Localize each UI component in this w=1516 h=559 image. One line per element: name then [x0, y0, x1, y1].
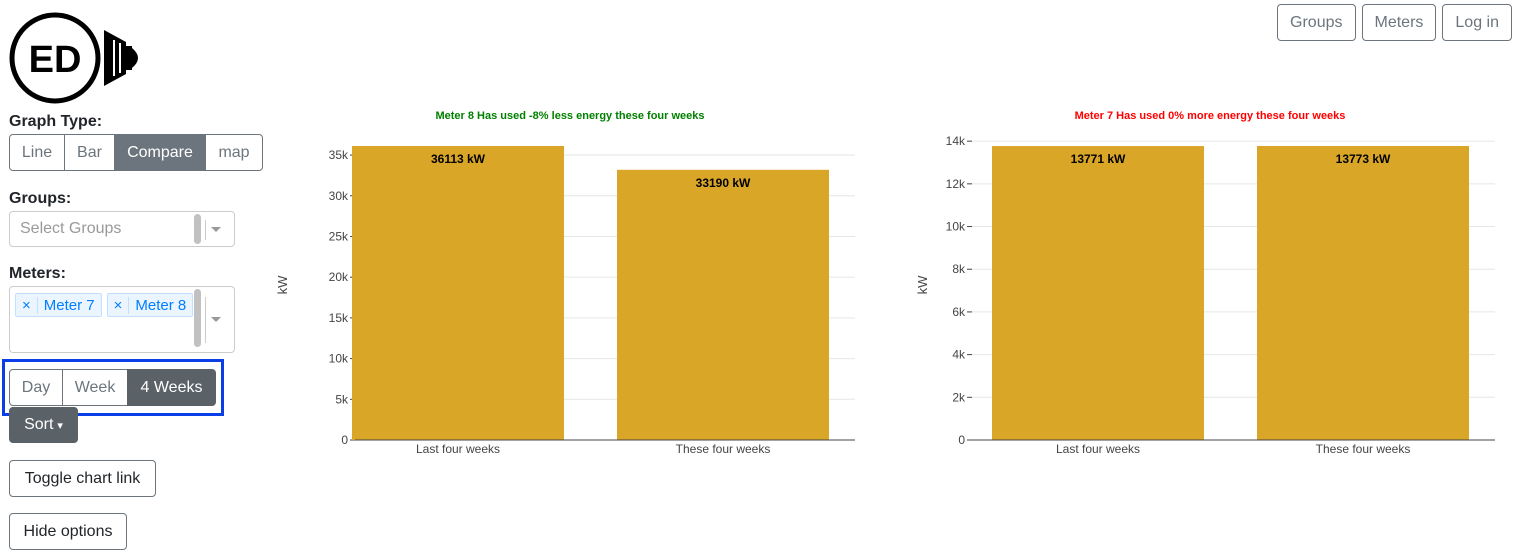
- toggle-chart-link-button[interactable]: Toggle chart link: [9, 460, 156, 497]
- sort-button[interactable]: Sort ▾: [9, 407, 78, 443]
- logo: ED: [8, 12, 148, 106]
- y-tick-label: 4k: [952, 348, 966, 362]
- caret-down-icon: ▾: [57, 419, 63, 432]
- data-label: 33190 kW: [696, 176, 751, 190]
- chart-title: Meter 7 Has used 0% more energy these fo…: [1075, 110, 1346, 122]
- graph-type-compare-button[interactable]: Compare: [114, 134, 206, 171]
- x-tick-label: These four weeks: [1316, 442, 1411, 456]
- chart-title: Meter 8 Has used -8% less energy these f…: [435, 110, 704, 122]
- graph-type-map-button[interactable]: map: [205, 134, 263, 171]
- timespan-day-button[interactable]: Day: [9, 369, 63, 406]
- y-axis-label: kW: [915, 275, 930, 295]
- compare-chart-meter-8: Meter 8 Has used -8% less energy these f…: [275, 110, 855, 456]
- meters-scrollbar[interactable]: [194, 289, 201, 347]
- y-tick-label: 10k: [946, 220, 966, 234]
- graph-type-label: Graph Type:: [9, 113, 103, 130]
- meters-label: Meters:: [9, 265, 66, 282]
- y-tick-label: 2k: [952, 390, 966, 404]
- meters-select[interactable]: × Meter 7 × Meter 8: [9, 286, 235, 353]
- top-nav: Groups Meters Log in: [1277, 4, 1512, 41]
- data-label: 36113 kW: [431, 152, 486, 166]
- y-tick-label: 12k: [946, 177, 966, 191]
- groups-select[interactable]: Select Groups: [9, 211, 235, 247]
- data-label: 13771 kW: [1071, 152, 1126, 166]
- graph-type-bar-button[interactable]: Bar: [64, 134, 115, 171]
- meter-chip-label: Meter 7: [43, 296, 95, 314]
- compare-chart-meter-7: Meter 7 Has used 0% more energy these fo…: [915, 110, 1495, 456]
- meter-chip-label: Meter 8: [135, 296, 187, 314]
- timespan-group: Day Week 4 Weeks: [9, 369, 216, 406]
- remove-icon[interactable]: ×: [16, 296, 38, 314]
- x-tick-label: These four weeks: [676, 442, 771, 456]
- timespan-highlight: [2, 359, 224, 416]
- y-tick-label: 8k: [952, 262, 966, 276]
- y-tick-label: 30k: [329, 189, 349, 203]
- y-tick-label: 10k: [329, 352, 349, 366]
- graph-type-group: Line Bar Compare map: [9, 134, 263, 171]
- timespan-week-button[interactable]: Week: [62, 369, 128, 406]
- graph-type-line-button[interactable]: Line: [9, 134, 65, 171]
- chevron-down-icon[interactable]: [211, 317, 221, 322]
- groups-placeholder: Select Groups: [20, 220, 122, 237]
- y-tick-label: 0: [958, 433, 965, 447]
- y-tick-label: 25k: [329, 229, 349, 243]
- chevron-down-icon[interactable]: [211, 227, 221, 232]
- bar: [617, 169, 829, 440]
- groups-nav-button[interactable]: Groups: [1277, 4, 1356, 41]
- meters-separator: [205, 297, 206, 343]
- y-tick-label: 5k: [335, 392, 349, 406]
- y-tick-label: 20k: [329, 270, 349, 284]
- sort-label: Sort: [24, 416, 54, 433]
- remove-icon[interactable]: ×: [108, 296, 130, 314]
- data-label: 13773 kW: [1336, 152, 1391, 166]
- y-axis-label: kW: [275, 275, 290, 295]
- bar: [1257, 146, 1469, 440]
- y-tick-label: 0: [341, 433, 348, 447]
- bar: [352, 146, 564, 440]
- meter-chip-8: × Meter 8: [106, 293, 194, 317]
- login-button[interactable]: Log in: [1442, 4, 1512, 41]
- y-tick-label: 14k: [946, 134, 966, 148]
- y-tick-label: 35k: [329, 148, 349, 162]
- timespan-4weeks-button[interactable]: 4 Weeks: [127, 369, 216, 406]
- x-tick-label: Last four weeks: [1056, 442, 1140, 456]
- meters-nav-button[interactable]: Meters: [1361, 4, 1437, 41]
- meter-chip-7: × Meter 7: [15, 293, 102, 317]
- y-tick-label: 15k: [329, 311, 349, 325]
- bar: [992, 146, 1204, 440]
- x-tick-label: Last four weeks: [416, 442, 500, 456]
- logo-text: ED: [29, 39, 82, 81]
- groups-separator: [205, 220, 206, 240]
- groups-scrollbar[interactable]: [194, 214, 201, 244]
- y-tick-label: 6k: [952, 305, 966, 319]
- hide-options-button[interactable]: Hide options: [9, 513, 127, 550]
- groups-label: Groups:: [9, 190, 72, 207]
